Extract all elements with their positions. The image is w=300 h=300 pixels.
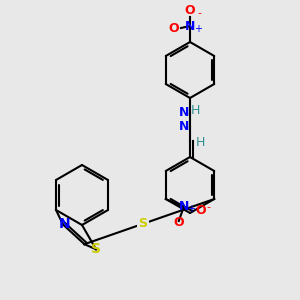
Text: N: N	[185, 20, 195, 32]
Text: H: H	[195, 136, 205, 149]
Text: +: +	[187, 204, 195, 214]
Text: N: N	[178, 200, 189, 214]
Text: O: O	[169, 22, 179, 34]
Text: +: +	[194, 24, 202, 34]
Text: S: S	[91, 242, 101, 256]
Text: -: -	[207, 202, 211, 212]
Text: N: N	[179, 121, 189, 134]
Text: N: N	[59, 217, 71, 231]
Text: O: O	[185, 4, 195, 16]
Text: N: N	[179, 106, 189, 119]
Text: -: -	[197, 8, 201, 18]
Text: O: O	[195, 205, 206, 218]
Text: S: S	[138, 218, 147, 230]
Text: O: O	[173, 217, 184, 230]
Text: H: H	[190, 103, 200, 116]
